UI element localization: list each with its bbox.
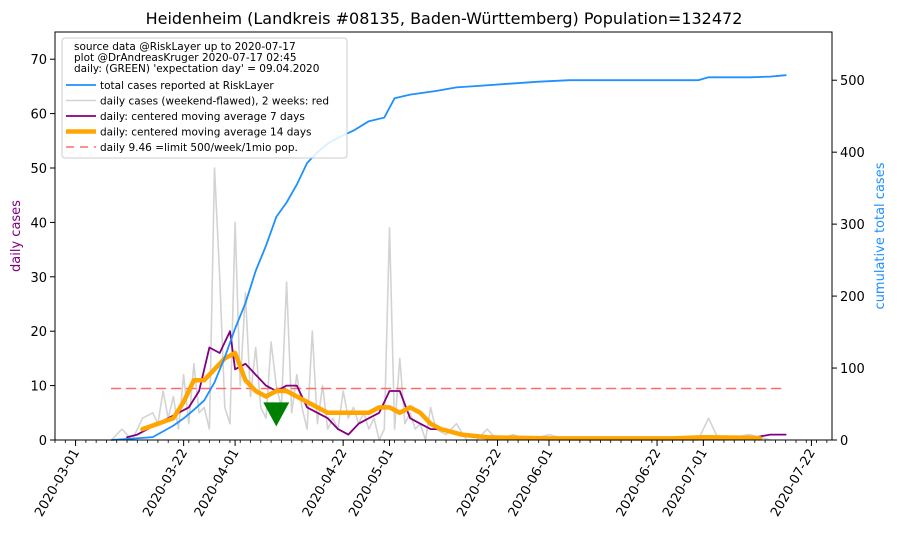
y-right-tick-label: 0: [840, 434, 848, 449]
expectation-day-marker: [263, 402, 290, 427]
legend: source data @RiskLayer up to 2020-07-17p…: [61, 37, 348, 159]
x-tick-label: 2020-04-01: [192, 447, 243, 520]
x-tick-label: 2020-03-01: [32, 447, 83, 520]
x-tick-label: 2020-06-22: [614, 447, 665, 520]
legend-entry-4: daily: centered moving average 14 days: [100, 127, 312, 139]
y-right-tick-label: 200: [840, 290, 865, 305]
chart-title: Heidenheim (Landkreis #08135, Baden-Würt…: [146, 9, 743, 28]
x-tick-label: 2020-06-01: [506, 447, 557, 520]
y-left-tick-label: 10: [30, 380, 47, 395]
y-right-tick-label: 500: [840, 74, 865, 89]
y-left-tick-label: 20: [30, 325, 47, 340]
y-left-tick-label: 70: [30, 53, 47, 68]
series-line-4: [140, 350, 763, 441]
x-tick-label: 2020-05-22: [454, 447, 505, 520]
series-line-2: [110, 167, 772, 441]
y-left-tick-label: 0: [39, 434, 47, 449]
y-left-tick-label: 40: [30, 216, 47, 231]
y-axis-left-label: daily cases: [9, 200, 24, 272]
legend-entry-5: daily 9.46 =limit 500/week/1mio pop.: [100, 142, 298, 154]
legend-box: [61, 37, 348, 159]
legend-entry-3: daily: centered moving average 7 days: [100, 111, 305, 123]
y-axis-right-label: cumulative total cases: [873, 162, 888, 309]
legend-header-line: daily: (GREEN) 'expectation day' = 09.04…: [74, 63, 319, 75]
x-tick-label: 2020-05-01: [346, 447, 397, 520]
legend-header-line: source data @RiskLayer up to 2020-07-17: [74, 41, 296, 53]
series-line-3: [126, 330, 787, 440]
y-right-tick-label: 300: [840, 218, 865, 233]
plot-frame: [54, 31, 833, 441]
y-left-tick-label: 60: [30, 108, 47, 123]
y-right-tick-label: 100: [840, 362, 865, 377]
y-left-tick-label: 30: [30, 271, 47, 286]
x-tick-label: 2020-07-01: [660, 447, 711, 520]
y-left-tick-label: 50: [30, 162, 47, 177]
legend-entry-2: daily cases (weekend-flawed), 2 weeks: r…: [100, 96, 329, 108]
x-tick-label: 2020-07-22: [768, 447, 819, 520]
x-tick-label: 2020-03-22: [140, 447, 191, 520]
y-right-tick-label: 400: [840, 146, 865, 161]
legend-entry-1: total cases reported at RiskLayer: [100, 80, 274, 92]
x-tick-label: 2020-04-22: [300, 447, 351, 520]
legend-header-line: plot @DrAndreasKruger 2020-07-17 02:45: [74, 52, 297, 64]
